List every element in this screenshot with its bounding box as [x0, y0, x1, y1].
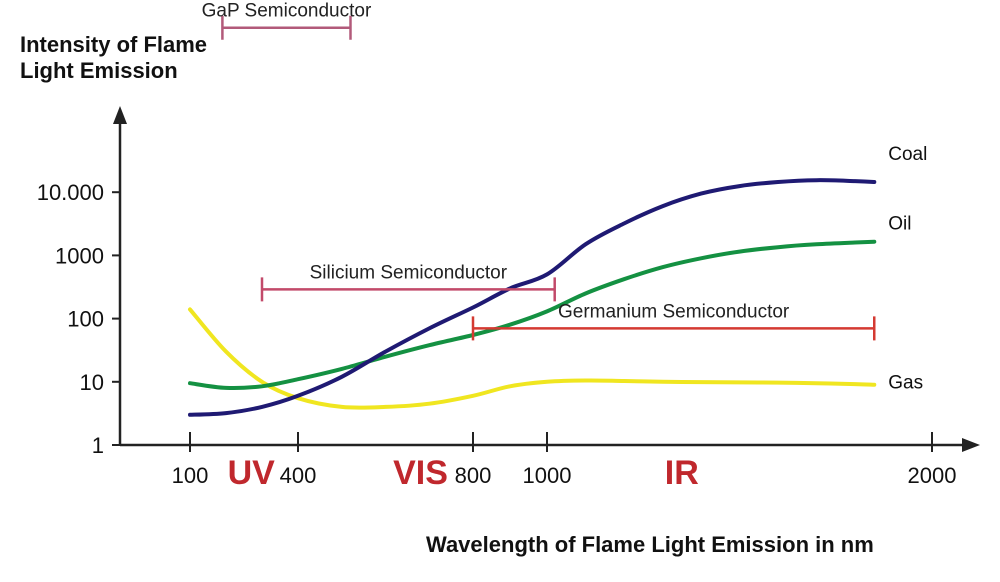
x-ticks-group: 100 400 800 1000 2000 [172, 432, 957, 488]
regions-group: UV VIS IR [228, 454, 699, 492]
y-tick-label-1000: 1000 [55, 243, 104, 268]
x-axis-title: Wavelength of Flame Light Emission in nm [426, 532, 874, 557]
y-axis-title-line-2: Light Emission [20, 58, 178, 83]
y-tick-label-1: 1 [92, 433, 104, 458]
x-tick-label-100: 100 [172, 463, 209, 488]
range-label-germanium-semiconductor: Germanium Semiconductor [558, 301, 790, 322]
series-line-gas [188, 307, 877, 410]
x-axis-arrow [962, 438, 980, 452]
x-tick-label-800: 800 [455, 463, 492, 488]
series-labels-group: Coal Oil Gas [888, 144, 927, 394]
y-tick-label-10: 10 [80, 370, 104, 395]
range-label-silicium-semiconductor: Silicium Semiconductor [310, 262, 508, 283]
range-label-gap-semiconductor: GaP Semiconductor [202, 1, 372, 22]
x-tick-label-400: 400 [280, 463, 317, 488]
axes-group [113, 106, 980, 452]
y-axis-title: Intensity of Flame Light Emission [20, 32, 207, 83]
series-line-oil [188, 239, 877, 391]
series-group [188, 178, 877, 417]
y-tick-label-100: 100 [67, 307, 104, 332]
region-label-vis: VIS [393, 454, 448, 492]
series-label-gas: Gas [888, 373, 923, 394]
region-label-ir: IR [665, 454, 699, 492]
region-label-uv: UV [228, 454, 276, 492]
x-tick-label-2000: 2000 [908, 463, 957, 488]
y-axis-title-line-1: Intensity of Flame [20, 32, 207, 57]
y-ticks-group: 1 10 100 1000 10.000 [37, 180, 120, 458]
series-label-oil: Oil [888, 214, 911, 235]
x-tick-label-1000: 1000 [523, 463, 572, 488]
series-line-coal [188, 178, 877, 417]
y-axis-arrow [113, 106, 127, 124]
y-tick-label-10-000: 10.000 [37, 180, 104, 205]
series-label-coal: Coal [888, 144, 927, 165]
